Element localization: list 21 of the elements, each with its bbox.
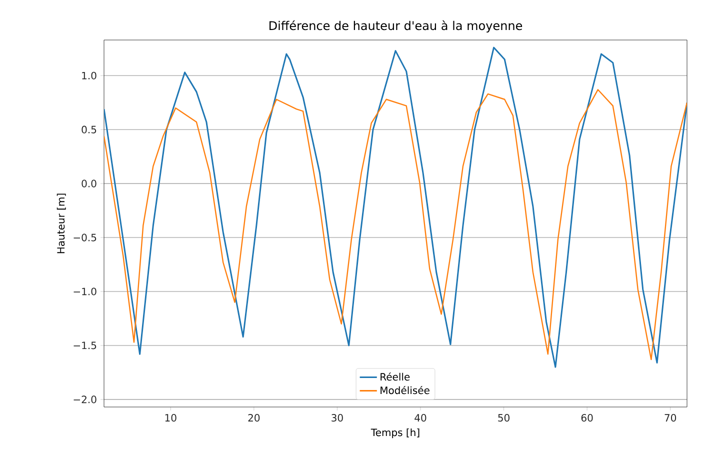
y-axis-title: Hauteur [m] xyxy=(56,194,66,254)
line-series xyxy=(104,89,688,360)
x-tick-label: 20 xyxy=(248,414,260,422)
y-tick-label: −0.5 xyxy=(74,234,96,242)
x-tick-label: 40 xyxy=(414,414,426,422)
y-tick-label: 1.0 xyxy=(82,72,96,80)
x-tick-label: 10 xyxy=(165,414,176,422)
y-tick-label: −1.5 xyxy=(74,342,96,350)
legend-label: Modélisée xyxy=(380,386,430,394)
x-tick-label: 30 xyxy=(332,414,343,422)
y-tick-label: −2.0 xyxy=(74,396,96,404)
y-tick-label: 0.5 xyxy=(82,126,96,134)
y-tick-label: 0.0 xyxy=(82,180,96,188)
x-tick-label: 50 xyxy=(498,414,510,422)
y-tick-label: −1.0 xyxy=(74,288,96,296)
x-tick-label: 60 xyxy=(581,414,593,422)
legend-label: Réelle xyxy=(380,372,410,381)
x-tick-label: 70 xyxy=(664,414,676,422)
x-axis-title: Temps [h] xyxy=(370,428,420,438)
chart-title: Différence de hauteur d'eau à la moyenne xyxy=(270,20,522,32)
line-series xyxy=(104,46,688,368)
